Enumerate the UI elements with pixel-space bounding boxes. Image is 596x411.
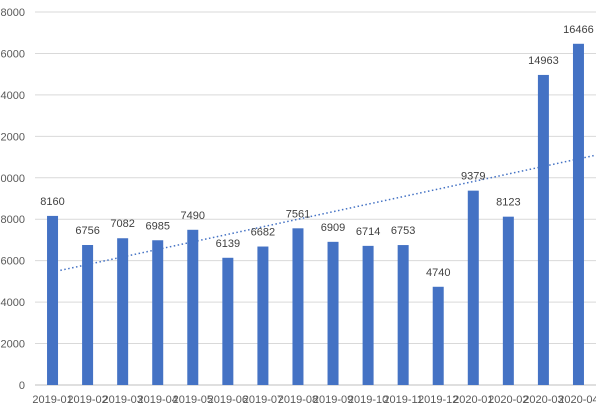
y-tick-label: 0 [19,380,25,392]
bar [187,229,199,385]
trendline-group [52,154,596,273]
data-label: 6682 [251,227,275,239]
x-tick-label: 2019-01 [32,394,72,406]
bar [327,241,339,385]
bar [292,228,304,385]
x-tick-label: 2020-03 [523,394,563,406]
y-tick-label: 2000 [1,339,25,351]
x-tick-label: 2019-03 [102,394,142,406]
y-tick-label: 4000 [1,297,25,309]
y-tick-label: 14000 [0,90,25,102]
x-tick-label: 2019-09 [313,394,353,406]
x-tick-label: 2019-10 [348,394,388,406]
trendline [52,154,596,273]
bar [432,286,444,385]
y-tick-label: 8000 [1,214,25,226]
x-tick-label: 2020-01 [453,394,493,406]
y-tick-label: 18000 [0,7,25,19]
bar [502,216,514,385]
x-tick-label: 2019-11 [383,394,423,406]
data-label: 7490 [181,210,205,222]
gridlines [35,11,596,386]
bar [117,238,129,385]
data-label: 4740 [426,267,450,279]
data-label: 6714 [356,226,380,238]
x-axis-tick-labels: 2019-012019-022019-032019-042019-052019-… [32,394,596,406]
bar [397,245,409,385]
x-tick-label: 2020-02 [488,394,528,406]
data-label: 6753 [391,225,415,237]
x-tick-label: 2019-02 [67,394,107,406]
x-tick-label: 2019-04 [138,394,178,406]
y-tick-label: 12000 [0,131,25,143]
bars [47,43,584,386]
bar [222,257,234,385]
x-tick-label: 2019-06 [208,394,248,406]
data-label: 8160 [40,196,64,208]
bar [152,240,164,385]
data-label: 8123 [496,197,520,209]
y-tick-label: 16000 [0,48,25,60]
data-label: 7561 [286,208,310,220]
data-labels: 8160 6756 7082 6985 7490 6139 6682 7561 6909 6714… [40,24,593,279]
data-label: 7082 [110,218,134,230]
data-label: 6139 [216,238,240,250]
data-label: 14963 [528,55,559,67]
y-axis-tick-labels: 0 2000 4000 6000 8000 10000 12000 14000 16000 180… [0,7,25,392]
data-label: 6985 [145,220,169,232]
bar [257,246,269,385]
data-label: 9379 [461,171,485,183]
x-tick-label: 2019-12 [418,394,458,406]
y-tick-label: 6000 [1,256,25,268]
data-label: 6756 [75,225,99,237]
bar [537,74,549,386]
data-label: 16466 [563,24,594,36]
x-tick-label: 2019-05 [173,394,213,406]
bar [47,215,59,385]
bar [467,190,479,385]
bar [572,43,584,385]
x-tick-label: 2019-07 [243,394,283,406]
data-label: 6909 [321,222,345,234]
x-tick-label: 2019-08 [278,394,318,406]
bar [82,245,94,385]
y-tick-label: 10000 [0,173,25,185]
x-tick-label: 2020-04 [558,394,596,406]
bar [362,245,374,385]
